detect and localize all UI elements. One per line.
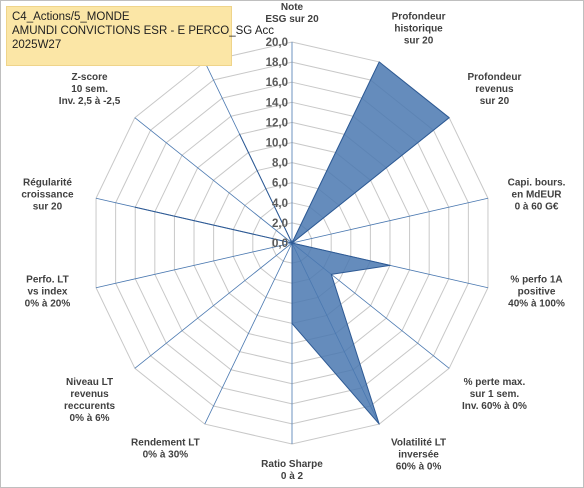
tick-label-3: 6,0 <box>272 178 288 190</box>
tick-label-9: 18,0 <box>266 57 288 69</box>
spoke-9 <box>204 242 293 425</box>
radar-axis-labels: Note ESG sur 20 Profondeur historique sur 20… <box>21 2 565 482</box>
tick-label-6: 12,0 <box>266 117 288 129</box>
axis-label-1: Note ESG sur 20 <box>265 2 319 25</box>
tick-label-1: 2,0 <box>272 218 288 230</box>
tick-label-2: 4,0 <box>272 198 288 210</box>
axis-label-10: Niveau LT revenus reccurents 0% à 6% <box>64 377 116 424</box>
axis-label-9: Rendement LT 0% à 30% <box>131 437 200 460</box>
tick-label-0: 0,0 <box>272 238 288 250</box>
spoke-11 <box>95 242 293 289</box>
axis-label-3: Profondeur revenus sur 20 <box>467 72 521 107</box>
radar-tick-labels: 0,0 2,0 4,0 6,0 8,0 10,0 12,0 14,0 16,0 18,0 20,0 <box>266 37 288 250</box>
tick-label-8: 16,0 <box>266 77 288 89</box>
axis-label-11: Perfo. LT vs index 0% à 20% <box>25 275 71 310</box>
axis-label-12: Régularité croissance sur 20 <box>21 177 74 212</box>
spoke-13 <box>134 117 293 244</box>
tick-label-10: 20,0 <box>266 37 288 49</box>
axis-label-7: Volatilité LT inversée 60% à 0% <box>391 437 446 472</box>
tick-label-4: 8,0 <box>272 158 288 170</box>
axis-label-6: % perte max. sur 1 sem. Inv. 60% à 0% <box>462 377 527 412</box>
title-box: C4_Actions/5_MONDE AMUNDI CONVICTIONS ES… <box>6 6 274 66</box>
header-line-3: 2025W27 <box>12 39 62 51</box>
axis-label-13: Z-score 10 sem. Inv. 2,5 à -2,5 <box>59 72 121 107</box>
header-line-2: AMUNDI CONVICTIONS ESR - E PERCO_SG Acc <box>12 25 274 37</box>
tick-label-5: 10,0 <box>266 138 288 150</box>
axis-label-2: Profondeur historique sur 20 <box>392 12 446 47</box>
radar-series <box>134 61 450 425</box>
header-line-1: C4_Actions/5_MONDE <box>12 11 130 23</box>
axis-label-4: Capi. bours. en MdEUR 0 à 60 G€ <box>508 177 566 212</box>
spoke-4 <box>291 197 489 244</box>
spoke-10 <box>134 242 293 369</box>
axis-label-8: Ratio Sharpe 0 à 2 <box>261 459 323 482</box>
tick-label-7: 14,0 <box>266 97 288 109</box>
axis-label-5: % perfo 1A positive 40% à 100% <box>508 275 565 310</box>
